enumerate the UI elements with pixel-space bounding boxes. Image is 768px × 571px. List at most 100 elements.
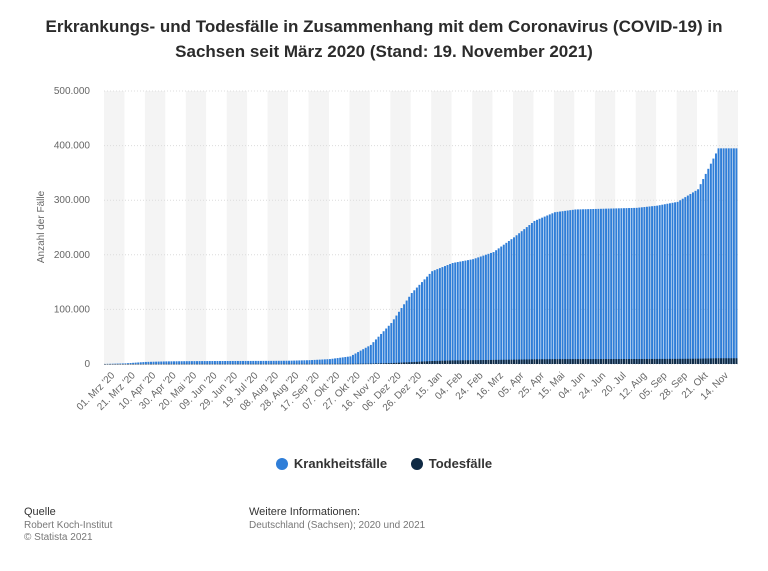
bar [262, 363, 265, 365]
bar [175, 363, 178, 365]
bar [538, 218, 541, 364]
bar [323, 363, 326, 365]
bar [234, 360, 237, 364]
bar [369, 344, 372, 364]
bar [502, 244, 505, 364]
bar [594, 208, 597, 364]
bar [295, 360, 298, 364]
source-name[interactable]: Robert Koch-Institut [24, 520, 113, 531]
bar [132, 363, 135, 365]
legend-item-todesfaelle[interactable]: Todesfälle [410, 456, 492, 471]
bar [515, 235, 518, 364]
bar [477, 360, 480, 364]
bar [469, 259, 472, 364]
bar [490, 359, 492, 364]
grid-band [369, 91, 391, 364]
bar [648, 206, 651, 364]
bar [226, 361, 229, 364]
bar [666, 358, 669, 364]
bar [574, 359, 577, 364]
bar [461, 360, 464, 364]
bar [467, 360, 469, 364]
bar [196, 361, 198, 364]
bar [449, 360, 452, 364]
bar [252, 363, 255, 365]
legend-item-krankheitsfaelle[interactable]: Krankheitsfälle [275, 456, 387, 471]
bar [597, 208, 600, 364]
bar [288, 360, 291, 364]
bar [495, 250, 498, 364]
bar [134, 363, 137, 365]
bar [528, 359, 531, 364]
bar [541, 217, 544, 364]
bar [372, 363, 375, 365]
bar [492, 359, 495, 364]
bar [622, 208, 625, 364]
bar [167, 363, 170, 365]
bar [507, 359, 510, 364]
bar [582, 209, 585, 364]
bar [188, 363, 191, 365]
bar [482, 255, 485, 364]
bar [208, 361, 211, 364]
bar [415, 361, 418, 364]
bar [219, 363, 221, 365]
bar [566, 359, 569, 364]
bar [380, 363, 383, 364]
bar [328, 363, 331, 365]
bar [474, 258, 477, 364]
bar [219, 361, 221, 364]
grid-band [328, 91, 350, 364]
bar [681, 358, 684, 364]
bar [280, 360, 283, 364]
bar [249, 360, 252, 364]
bar [477, 257, 480, 364]
bar [605, 359, 608, 364]
bar [344, 363, 347, 365]
bar [308, 363, 311, 365]
bar [413, 361, 416, 364]
bar [316, 363, 319, 365]
bar [451, 262, 454, 364]
bar [423, 279, 426, 364]
bar [183, 363, 186, 365]
grid-band [144, 91, 166, 364]
bar [730, 148, 733, 364]
bar [454, 262, 457, 364]
bar [300, 363, 303, 365]
bar [487, 359, 490, 364]
bar [326, 359, 329, 364]
bar [185, 363, 188, 365]
bar [374, 339, 377, 364]
bar [574, 209, 577, 364]
bar [249, 363, 252, 365]
bar [584, 359, 587, 364]
bar [436, 360, 439, 364]
bar [374, 363, 377, 364]
bar [415, 287, 418, 364]
bar [239, 360, 242, 364]
bar [354, 363, 357, 365]
bar [277, 360, 280, 364]
bar [313, 363, 316, 365]
bar [441, 267, 444, 364]
chart: 0 100.000 200.000 300.000 400.000 500.000 01.… [36, 86, 738, 414]
bar [674, 358, 677, 364]
bar [201, 361, 204, 364]
bar [459, 360, 462, 364]
grid-band [226, 91, 248, 364]
bar [308, 360, 311, 364]
bar [495, 359, 498, 364]
bar [732, 358, 735, 364]
bar [717, 148, 720, 364]
bar [303, 363, 306, 365]
bar [553, 359, 556, 364]
bar [418, 361, 421, 364]
bar [421, 282, 423, 364]
bar [387, 325, 390, 364]
bar [413, 290, 416, 364]
bar [311, 360, 314, 364]
bar [579, 359, 582, 364]
bar [625, 359, 628, 364]
bar [714, 153, 717, 364]
